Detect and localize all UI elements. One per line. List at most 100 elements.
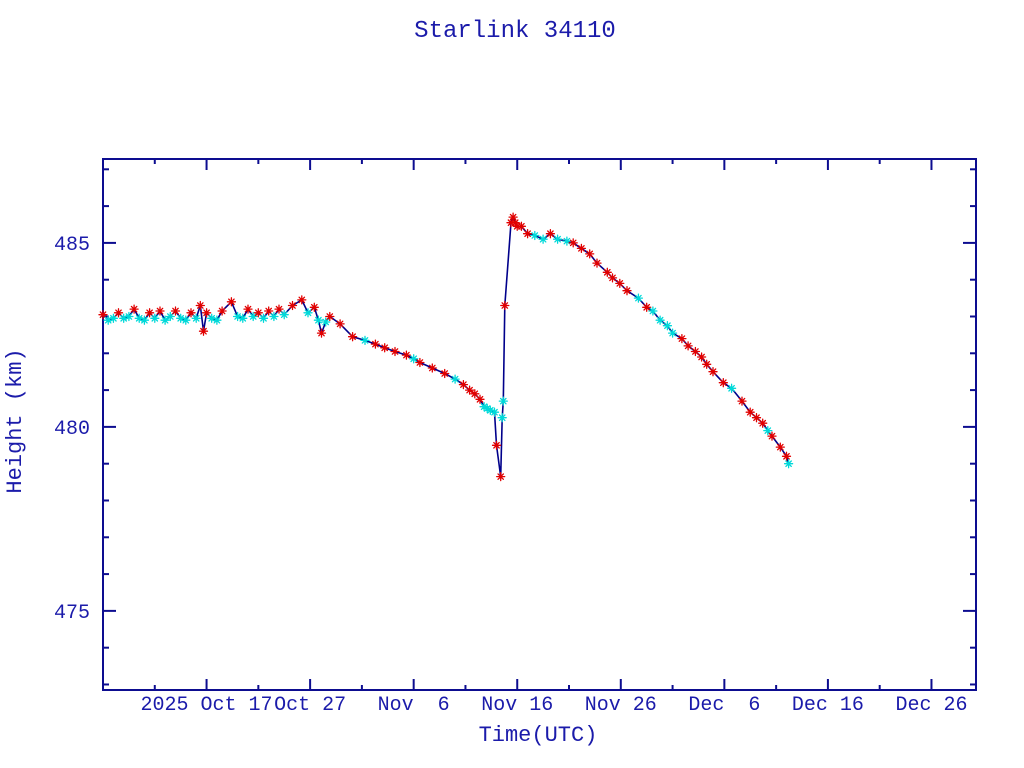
y-axis-title: Height (km) <box>3 348 28 493</box>
data-point-red <box>464 385 475 395</box>
data-point-cyan <box>279 310 289 320</box>
data-point-red <box>253 308 263 318</box>
data-point-cyan <box>176 313 186 323</box>
data-point-cyan <box>238 313 248 323</box>
data-point-red <box>585 249 595 259</box>
data-point-cyan <box>139 315 150 325</box>
data-point-red <box>195 300 205 311</box>
x-tick-label: 2025 Oct 17 <box>141 694 273 717</box>
data-point-cyan <box>479 402 489 412</box>
data-point-cyan <box>667 328 678 338</box>
data-point-red <box>708 367 718 377</box>
data-point-red <box>615 278 625 289</box>
data-point-cyan <box>212 315 222 325</box>
data-point-red <box>642 302 652 312</box>
data-point-red <box>287 300 298 311</box>
data-point-red <box>702 359 712 369</box>
data-point-cyan <box>232 311 243 322</box>
data-point-red <box>690 346 701 357</box>
data-point-cyan <box>124 311 134 322</box>
data-point-red <box>309 302 319 312</box>
data-point-red <box>113 308 124 318</box>
data-point-red <box>775 442 785 452</box>
data-point-red <box>144 308 155 318</box>
data-point-cyan <box>248 311 258 322</box>
data-point-red <box>98 310 108 320</box>
data-point-cyan <box>482 403 492 414</box>
data-point-cyan <box>134 313 144 323</box>
data-point-red <box>335 319 345 329</box>
data-point-red <box>370 339 381 349</box>
data-point-red <box>737 396 747 406</box>
data-point-red <box>316 328 327 338</box>
data-point-red <box>781 451 792 461</box>
data-point-red <box>390 346 400 357</box>
data-point-cyan <box>258 313 269 323</box>
data-point-red <box>217 306 227 316</box>
data-point-cyan <box>160 315 170 325</box>
data-point-red <box>458 379 469 390</box>
data-point-red <box>243 304 253 314</box>
data-point-cyan <box>207 313 217 323</box>
data-point-cyan <box>321 317 331 327</box>
data-point-cyan <box>360 335 370 346</box>
data-point-red <box>470 389 480 399</box>
data-point-red <box>415 357 425 368</box>
data-point-cyan <box>497 413 507 423</box>
data-point-red <box>751 413 762 423</box>
data-point-red <box>745 407 755 417</box>
data-point-red <box>226 297 237 307</box>
data-point-cyan <box>538 234 548 244</box>
data-point-red <box>347 332 358 342</box>
data-point-cyan <box>409 354 419 364</box>
data-point-red <box>475 394 485 404</box>
data-point-cyan <box>633 293 644 303</box>
chart-title: Starlink 34110 <box>414 18 616 45</box>
data-point-red <box>718 378 728 388</box>
data-point-red <box>297 295 307 305</box>
data-point-red <box>522 229 533 239</box>
data-point-red <box>264 306 274 316</box>
data-point-cyan <box>783 459 794 469</box>
data-point-red <box>401 350 412 360</box>
data-point-red <box>380 343 390 353</box>
data-point-red <box>677 333 687 344</box>
x-tick-label: Nov 26 <box>585 694 657 717</box>
data-point-red <box>274 304 284 314</box>
data-point-cyan <box>655 315 665 325</box>
data-point-red <box>155 306 165 316</box>
data-point-cyan <box>489 407 500 417</box>
data-point-cyan <box>450 374 460 384</box>
data-point-red <box>545 229 556 239</box>
x-tick-label: Nov 6 <box>378 694 450 717</box>
data-point-red <box>767 431 777 441</box>
data-point-cyan <box>191 313 201 323</box>
data-point-cyan <box>181 315 191 325</box>
data-point-cyan <box>108 313 119 323</box>
data-point-red <box>440 368 450 379</box>
data-point-cyan <box>530 230 540 241</box>
data-point-cyan <box>269 311 279 322</box>
y-tick-label: 485 <box>54 234 90 257</box>
data-point-red <box>683 341 693 351</box>
data-point-red <box>500 300 510 311</box>
data-point-cyan <box>552 234 563 244</box>
data-point-red <box>758 418 768 428</box>
x-tick-label: Dec 6 <box>688 694 760 717</box>
data-point-red <box>696 352 707 362</box>
data-point-red <box>129 304 139 314</box>
x-tick-label: Dec 26 <box>895 694 967 717</box>
data-point-red <box>510 218 520 228</box>
data-point-red <box>602 267 612 277</box>
x-tick-label: Oct 27 <box>274 694 346 717</box>
data-point-cyan <box>763 425 773 436</box>
data-point-cyan <box>103 315 113 325</box>
data-point-red <box>491 440 502 450</box>
data-point-red <box>576 243 587 254</box>
data-point-red <box>201 308 212 318</box>
y-tick-label: 475 <box>54 602 90 625</box>
data-point-red <box>607 273 618 283</box>
data-point-cyan <box>313 315 324 325</box>
